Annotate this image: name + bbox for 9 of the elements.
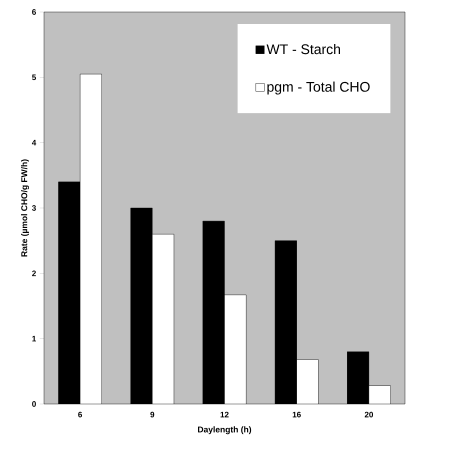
bar xyxy=(368,386,391,404)
y-axis-title: Rate (µmol CHO/g FW/h) xyxy=(21,159,29,256)
bar xyxy=(152,234,174,404)
legend-label: pgm - Total CHO xyxy=(267,82,370,95)
bar xyxy=(224,294,246,404)
legend-label: WT - Starch xyxy=(266,44,340,54)
bar xyxy=(80,74,102,404)
x-axis-title: Daylength (h) xyxy=(198,426,252,434)
bar xyxy=(296,359,319,404)
